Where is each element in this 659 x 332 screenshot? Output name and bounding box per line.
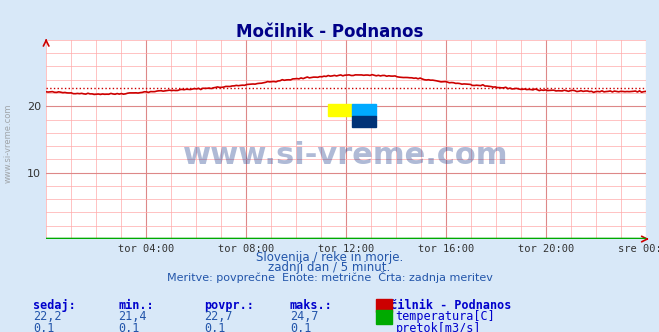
Text: povpr.:: povpr.: xyxy=(204,299,254,312)
Text: zadnji dan / 5 minut.: zadnji dan / 5 minut. xyxy=(268,261,391,274)
Text: 0,1: 0,1 xyxy=(204,322,225,332)
Text: 0,1: 0,1 xyxy=(33,322,54,332)
Text: Močilnik - Podnanos: Močilnik - Podnanos xyxy=(236,23,423,41)
Text: pretok[m3/s]: pretok[m3/s] xyxy=(395,322,481,332)
Text: 21,4: 21,4 xyxy=(119,310,147,323)
Text: Slovenija / reke in morje.: Slovenija / reke in morje. xyxy=(256,251,403,264)
Text: min.:: min.: xyxy=(119,299,154,312)
Text: www.si-vreme.com: www.si-vreme.com xyxy=(183,141,509,170)
Bar xyxy=(328,104,352,116)
Text: www.si-vreme.com: www.si-vreme.com xyxy=(3,103,13,183)
Text: 0,1: 0,1 xyxy=(119,322,140,332)
Text: Močilnik - Podnanos: Močilnik - Podnanos xyxy=(376,299,511,312)
Bar xyxy=(352,104,376,116)
Text: 0,1: 0,1 xyxy=(290,322,311,332)
Text: sedaj:: sedaj: xyxy=(33,299,76,312)
Text: temperatura[C]: temperatura[C] xyxy=(395,310,495,323)
Bar xyxy=(352,116,376,127)
Text: 22,2: 22,2 xyxy=(33,310,61,323)
Text: 24,7: 24,7 xyxy=(290,310,318,323)
Text: maks.:: maks.: xyxy=(290,299,333,312)
Text: 22,7: 22,7 xyxy=(204,310,233,323)
Text: Meritve: povprečne  Enote: metrične  Črta: zadnja meritev: Meritve: povprečne Enote: metrične Črta:… xyxy=(167,271,492,283)
